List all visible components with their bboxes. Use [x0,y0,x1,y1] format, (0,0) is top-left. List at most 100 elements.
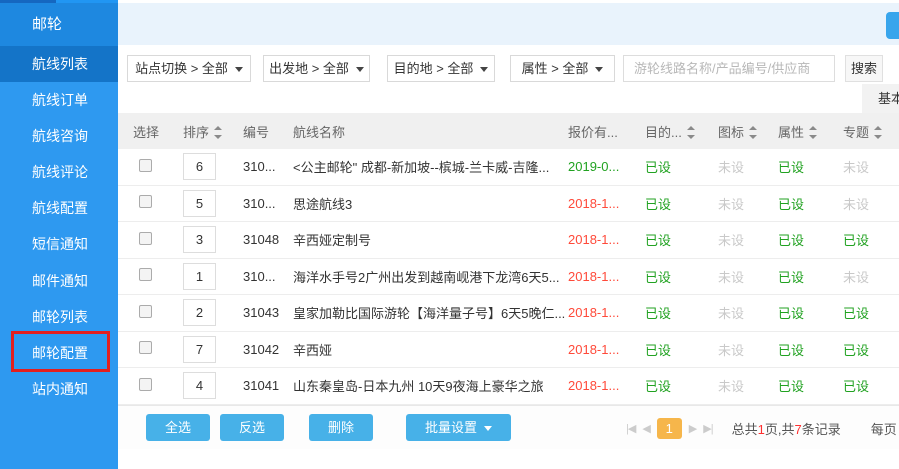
sort-input[interactable]: 2 [183,299,216,327]
row-checkbox[interactable] [139,268,152,282]
tab-basic[interactable]: 基本 [862,84,899,113]
next-page-icon[interactable]: ▶ [688,422,698,435]
table-row: 6 310... <公主邮轮" 成都-新加坡--槟城-兰卡威-吉隆... 201… [118,149,899,186]
top-band [118,3,899,45]
sort-input[interactable]: 6 [183,153,216,181]
sidebar-item-route-list[interactable]: 航线列表 [0,46,118,83]
row-checkbox[interactable] [139,158,152,172]
quote-date: 2018-1... [568,195,620,211]
destination-status[interactable]: 已设 [645,306,672,322]
destination-status[interactable]: 已设 [645,233,672,249]
sort-input[interactable]: 1 [183,262,216,290]
icon-status[interactable]: 未设 [718,269,745,285]
column-sort-label: 排序 [183,124,210,140]
invert-select-button[interactable]: 反选 [220,414,285,441]
icon-status[interactable]: 未设 [718,379,745,395]
column-destination[interactable]: 目的... [645,122,718,141]
attribute-status[interactable]: 已设 [778,196,805,212]
attribute-status[interactable]: 已设 [778,233,805,249]
destination-status[interactable]: 已设 [645,196,672,212]
column-attribute[interactable]: 属性 [778,122,843,141]
topic-status[interactable]: 已设 [843,342,870,358]
sidebar: 邮轮 航线列表 航线订单 航线咨询 航线评论 航线配置 短信通知 邮件通知 邮轮… [0,3,118,469]
search-input[interactable] [623,55,835,82]
search-button[interactable]: 搜索 [845,55,883,82]
delete-button[interactable]: 删除 [309,414,374,441]
sidebar-item-site-notice[interactable]: 站内通知 [32,380,88,397]
topic-status[interactable]: 已设 [843,233,870,249]
topic-status[interactable]: 未设 [843,196,870,212]
row-checkbox[interactable] [139,377,152,391]
sort-icon[interactable] [214,125,223,139]
current-page-button[interactable]: 1 [656,417,682,439]
summary-mid: 页,共 [764,421,795,437]
select-all-button[interactable]: 全选 [146,414,211,441]
column-sort[interactable]: 排序 [183,122,243,141]
row-checkbox[interactable] [139,304,152,318]
icon-status[interactable]: 未设 [718,196,745,212]
attribute-dropdown[interactable]: 属性 > 全部 [510,55,615,82]
sort-icon[interactable] [686,125,696,139]
sidebar-item-mail-notice[interactable]: 邮件通知 [32,272,88,289]
route-name-link[interactable]: 海洋水手号2广州出发到越南岘港下龙湾6天5... [293,269,560,285]
column-topic[interactable]: 专题 [843,122,899,141]
row-checkbox[interactable] [139,341,152,355]
attribute-status[interactable]: 已设 [778,160,805,176]
topic-status[interactable]: 已设 [843,306,870,322]
route-name-link[interactable]: <公主邮轮" 成都-新加坡--槟城-兰卡威-吉隆... [293,160,550,176]
destination-status[interactable]: 已设 [645,342,672,358]
sidebar-item-route-config[interactable]: 航线配置 [32,200,88,217]
column-route-name: 航线名称 [293,124,346,140]
attribute-status[interactable]: 已设 [778,306,805,322]
last-page-icon[interactable]: ▶| [703,422,713,435]
sort-icon[interactable] [749,125,758,139]
route-name-link[interactable]: 辛西娅定制号 [293,233,372,249]
footer-bar: 全选 反选 删除 批量设置 |◀ ◀ 1 ▶ ▶| 总共1页,共7条记录 每页 [118,405,899,449]
sort-cell: 3 [183,226,243,254]
sort-icon[interactable] [874,125,883,139]
sidebar-item-route-inquiry[interactable]: 航线咨询 [32,128,88,145]
icon-status[interactable]: 未设 [718,306,745,322]
destination-status[interactable]: 已设 [645,269,672,285]
sidebar-item-cruise-config[interactable]: 邮轮配置 [32,344,88,361]
route-name-link[interactable]: 辛西娅 [293,342,333,358]
destination-status[interactable]: 已设 [645,160,672,176]
prev-page-icon[interactable]: ◀ [642,422,651,435]
top-right-button[interactable] [886,12,899,39]
icon-status[interactable]: 未设 [718,160,745,176]
total-records: 7 [794,421,802,437]
route-name-link[interactable]: 思途航线3 [293,196,353,212]
icon-status[interactable]: 未设 [718,233,745,249]
topic-status[interactable]: 未设 [843,269,870,285]
departure-dropdown[interactable]: 出发地 > 全部 [263,55,370,82]
icon-status[interactable]: 未设 [718,342,745,358]
destination-status[interactable]: 已设 [645,379,672,395]
batch-set-button[interactable]: 批量设置 [406,414,512,441]
route-name-link[interactable]: 皇家加勒比国际游轮【海洋量子号】6天5晚仁... [293,306,566,322]
attribute-status[interactable]: 已设 [778,379,805,395]
topic-status[interactable]: 未设 [843,160,870,176]
row-checkbox[interactable] [139,231,152,245]
sidebar-item-cruise-list[interactable]: 邮轮列表 [32,308,88,325]
row-checkbox[interactable] [139,195,152,209]
attribute-status[interactable]: 已设 [778,269,805,285]
sort-input[interactable]: 3 [183,226,216,254]
first-page-icon[interactable]: |◀ [626,422,636,435]
attribute-status[interactable]: 已设 [778,342,805,358]
sort-input[interactable]: 5 [183,189,216,217]
sidebar-item-sms-notice[interactable]: 短信通知 [32,236,88,253]
sort-icon[interactable] [809,125,818,139]
column-icon[interactable]: 图标 [718,122,778,141]
destination-dropdown[interactable]: 目的地 > 全部 [387,55,495,82]
table-row: 5 310... 思途航线3 2018-1... 已设 未设 已设 未设 [118,186,899,222]
sort-input[interactable]: 7 [183,335,216,363]
main-content: 站点切换 > 全部 出发地 > 全部 目的地 > 全部 属性 > 全部 搜索 基… [118,3,899,469]
topic-status[interactable]: 已设 [843,379,870,395]
route-name-link[interactable]: 山东秦皇岛-日本九州 10天9夜海上豪华之旅 [293,379,544,395]
sort-input[interactable]: 4 [183,372,216,400]
code-cell: 310... [243,268,276,284]
sidebar-item-route-orders[interactable]: 航线订单 [32,92,88,109]
code-cell: 31048 [243,232,280,248]
site-switch-dropdown[interactable]: 站点切换 > 全部 [127,55,251,82]
sidebar-item-route-comments[interactable]: 航线评论 [32,164,88,181]
